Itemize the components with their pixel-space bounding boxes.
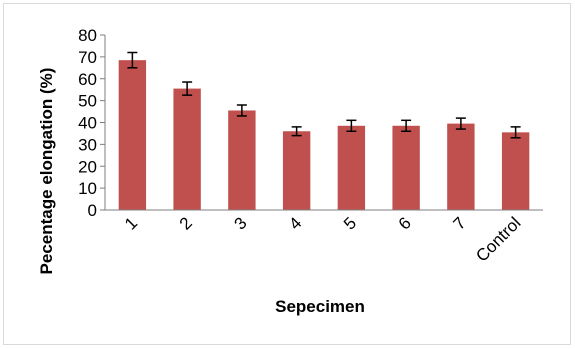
bar: [282, 131, 311, 210]
bar: [501, 132, 530, 210]
chart-frame: [3, 3, 571, 345]
error-bars: [127, 51, 521, 139]
bar: [118, 60, 147, 210]
y-tick-label: 0: [88, 201, 97, 220]
y-tick-label: 20: [78, 157, 97, 176]
y-axis-title: Pecentage elongation (%): [37, 68, 56, 275]
y-tick-label: 50: [78, 92, 97, 111]
y-tick-label: 70: [78, 48, 97, 67]
y-tick-label: 30: [78, 135, 97, 154]
y-tick-label: 80: [78, 26, 97, 45]
bar: [392, 125, 420, 210]
x-tick-label: 1: [121, 213, 141, 233]
x-tick-label: 5: [340, 213, 360, 233]
axes: [104, 35, 543, 211]
x-tick-label: 4: [285, 213, 305, 233]
bar: [337, 125, 366, 210]
y-axis-ticks: 0 10 20 30 40 50 60 70 80: [78, 26, 105, 220]
x-axis-ticks: 1 2 3 4 5 6 7 Control: [121, 213, 524, 265]
bars: [118, 60, 530, 210]
bar: [228, 110, 256, 210]
x-tick-label: 3: [231, 213, 251, 233]
x-tick-label: Control: [472, 213, 524, 265]
y-tick-label: 10: [78, 179, 97, 198]
y-tick-label: 40: [78, 114, 97, 133]
bar: [173, 88, 201, 210]
x-tick-label: 2: [176, 213, 196, 233]
x-axis-title: Sepecimen: [275, 297, 365, 316]
y-tick-label: 60: [78, 70, 97, 89]
x-tick-label: 7: [450, 213, 470, 233]
bar: [447, 123, 475, 210]
x-tick-label: 6: [395, 213, 415, 233]
